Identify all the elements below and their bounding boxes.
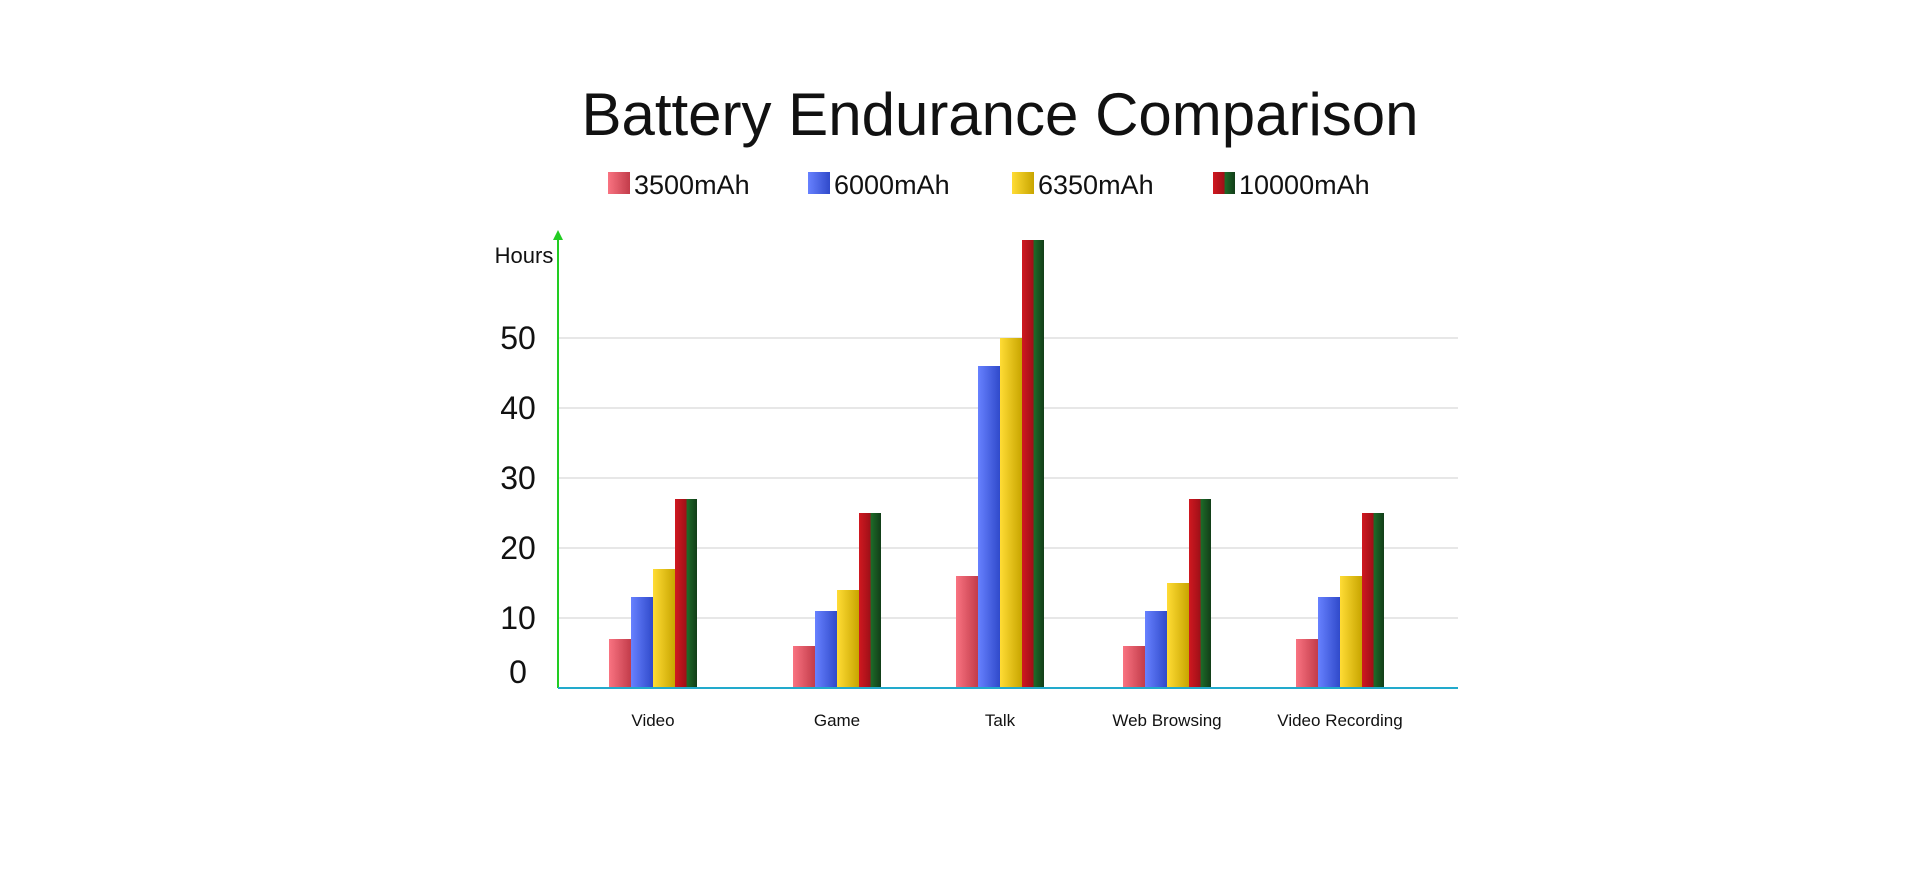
bar-6350mAh-video-recording xyxy=(1340,576,1362,688)
legend-swatch xyxy=(608,172,630,194)
y-axis-label: Hours xyxy=(495,243,554,268)
legend-swatch xyxy=(808,172,830,194)
bar-3500mAh-web-browsing xyxy=(1123,646,1145,688)
x-tick-label: Web Browsing xyxy=(1112,711,1221,730)
x-tick-label: Talk xyxy=(985,711,1016,730)
bar-10000mAh-video-recording xyxy=(1362,513,1384,688)
bar-10000mAh-web-browsing xyxy=(1189,499,1211,688)
bar-10000mAh-video xyxy=(675,499,697,688)
legend-swatch xyxy=(1213,172,1235,194)
bar-3500mAh-video xyxy=(609,639,631,688)
y-tick-labels: 0 10 20 30 40 50 xyxy=(500,320,536,690)
y-tick-label: 10 xyxy=(500,600,536,636)
legend-label: 6000mAh xyxy=(834,170,950,200)
y-tick-label: 20 xyxy=(500,530,536,566)
legend-label: 10000mAh xyxy=(1239,170,1370,200)
bar-6000mAh-video-recording xyxy=(1318,597,1340,688)
bar-6350mAh-talk xyxy=(1000,338,1022,688)
bar-3500mAh-video-recording xyxy=(1296,639,1318,688)
bar-6000mAh-video xyxy=(631,597,653,688)
bar-6350mAh-game xyxy=(837,590,859,688)
y-tick-label: 0 xyxy=(509,654,527,690)
bar-10000mAh-talk xyxy=(1022,240,1044,688)
y-tick-label: 30 xyxy=(500,460,536,496)
x-tick-label: Video Recording xyxy=(1277,711,1402,730)
y-tick-label: 40 xyxy=(500,390,536,426)
y-axis-arrow xyxy=(553,230,563,240)
bars xyxy=(609,240,1384,688)
bar-3500mAh-game xyxy=(793,646,815,688)
y-tick-label: 50 xyxy=(500,320,536,356)
chart-title: Battery Endurance Comparison xyxy=(581,81,1418,148)
bar-6000mAh-web-browsing xyxy=(1145,611,1167,688)
bar-10000mAh-game xyxy=(859,513,881,688)
bar-6350mAh-web-browsing xyxy=(1167,583,1189,688)
legend-swatch xyxy=(1012,172,1034,194)
legend: 3500mAh 6000mAh 6350mAh 10000mAh xyxy=(608,170,1370,200)
bar-3500mAh-talk xyxy=(956,576,978,688)
axes xyxy=(553,230,1458,689)
bar-6000mAh-game xyxy=(815,611,837,688)
x-tick-label: Video xyxy=(631,711,674,730)
legend-label: 3500mAh xyxy=(634,170,750,200)
x-tick-label: Game xyxy=(814,711,860,730)
bar-6000mAh-talk xyxy=(978,366,1000,688)
legend-label: 6350mAh xyxy=(1038,170,1154,200)
bar-6350mAh-video xyxy=(653,569,675,688)
x-tick-labels: Video Game Talk Web Browsing Video Recording xyxy=(631,711,1402,730)
